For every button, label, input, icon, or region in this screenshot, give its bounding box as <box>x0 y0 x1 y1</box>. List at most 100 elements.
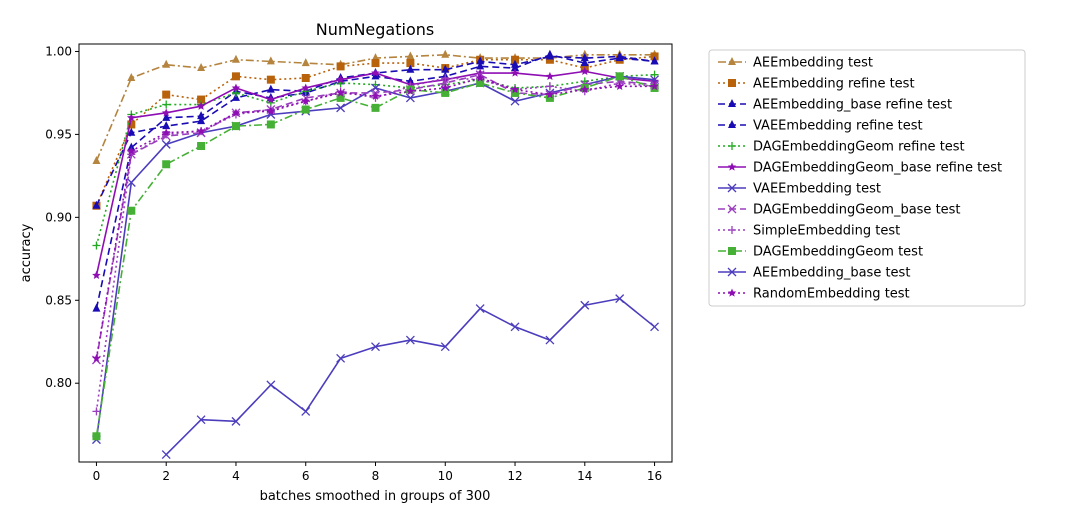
data-point <box>231 122 240 131</box>
legend-label: VAEEmbedding refine test <box>753 119 923 134</box>
x-axis-label: batches smoothed in groups of 300 <box>260 489 491 504</box>
data-point <box>476 56 485 65</box>
legend-item-dagembeddinggeom-refine-test: DAGEmbeddingGeom refine test <box>718 140 965 155</box>
legend-item-aeembedding-test: AEEmbedding test <box>718 56 873 71</box>
data-point <box>161 108 171 117</box>
data-point <box>650 322 660 332</box>
series-vaeembedding-test <box>91 71 660 445</box>
data-point <box>406 59 415 68</box>
legend-label: DAGEmbeddingGeom_base test <box>753 203 961 218</box>
data-point <box>441 49 450 58</box>
data-point <box>92 241 101 250</box>
data-point <box>196 101 206 110</box>
data-point <box>406 51 415 60</box>
data-point <box>336 103 346 113</box>
data-point <box>615 72 624 81</box>
data-point <box>650 56 659 65</box>
data-point <box>266 380 276 390</box>
y-tick-label: 0.80 <box>45 376 72 390</box>
legend-label: AEEmbedding_base refine test <box>753 98 952 113</box>
legend-marker <box>728 99 736 107</box>
series-line <box>165 297 656 456</box>
legend-items: AEEmbedding test AEEmbedding refine test A… <box>718 56 1002 302</box>
data-point <box>196 126 206 135</box>
legend-label: AEEmbedding refine test <box>753 77 915 92</box>
series-randomembedding-test <box>92 73 659 362</box>
legend-marker <box>727 267 737 277</box>
legend-frame <box>708 49 1026 307</box>
legend-marker <box>728 142 736 150</box>
data-point <box>266 95 276 104</box>
data-point <box>406 86 415 95</box>
x-tick-label: 0 <box>93 469 101 483</box>
data-point <box>441 88 450 97</box>
data-point <box>511 88 520 97</box>
data-point <box>231 54 240 63</box>
data-point <box>336 62 345 71</box>
data-point <box>231 88 240 97</box>
data-point <box>441 64 450 73</box>
legend-marker <box>728 79 736 87</box>
data-point <box>266 84 275 93</box>
series-line <box>95 55 655 207</box>
data-point <box>162 100 171 109</box>
series-dagembeddinggeom-base-test <box>91 70 660 365</box>
series-line <box>95 75 655 440</box>
data-point <box>301 74 310 83</box>
data-point <box>196 415 206 425</box>
data-point <box>162 112 171 121</box>
legend-item-aeembedding-base-refine-test: AEEmbedding_base refine test <box>718 98 952 113</box>
x-tick-label: 6 <box>302 469 310 483</box>
chart-title: NumNegations <box>316 20 434 39</box>
data-point <box>162 160 171 169</box>
data-point <box>92 155 101 164</box>
data-point <box>440 83 450 92</box>
series-aeembedding-base-test <box>161 294 660 459</box>
data-point <box>127 120 136 129</box>
data-point <box>266 56 275 65</box>
legend-marker <box>728 120 736 128</box>
data-point <box>92 303 101 312</box>
data-point <box>301 58 310 67</box>
legend-item-dagembeddinggeom-base-test: DAGEmbeddingGeom_base test <box>718 203 961 218</box>
data-point <box>615 294 625 304</box>
data-point <box>545 82 554 91</box>
data-point <box>545 93 554 102</box>
x-tick-label: 2 <box>162 469 170 483</box>
legend-item-simpleembedding-test: SimpleEmbedding test <box>718 224 900 239</box>
data-point <box>545 90 555 99</box>
data-point <box>476 61 485 70</box>
x-tick-label: 12 <box>507 469 522 483</box>
legend-label: DAGEmbeddingGeom_base refine test <box>753 161 1002 176</box>
data-point <box>161 450 171 459</box>
series-line <box>95 77 655 359</box>
data-point <box>266 106 276 115</box>
data-point <box>475 304 485 314</box>
data-point <box>92 270 101 280</box>
x-tick-label: 14 <box>577 469 592 483</box>
x-tick-label: 8 <box>372 469 380 483</box>
data-point <box>336 75 345 84</box>
data-point <box>161 139 171 149</box>
legend-marker <box>728 226 736 234</box>
data-point <box>197 111 206 120</box>
data-point <box>301 83 311 92</box>
data-point <box>301 105 310 114</box>
data-point <box>127 127 136 136</box>
data-point <box>162 90 171 99</box>
data-point <box>92 407 101 416</box>
legend-label: SimpleEmbedding test <box>753 224 900 239</box>
legend-item-aeembedding-base-test: AEEmbedding_base test <box>718 266 910 281</box>
y-tick-label: 0.95 <box>45 127 72 141</box>
legend-marker <box>727 288 737 297</box>
data-point <box>231 416 241 426</box>
data-point <box>545 51 554 60</box>
data-point <box>301 96 311 105</box>
data-point <box>580 53 589 62</box>
data-point <box>197 63 206 72</box>
x-tick-label: 4 <box>232 469 240 483</box>
series-line <box>95 75 655 437</box>
data-point <box>126 178 136 187</box>
data-point <box>127 73 136 82</box>
